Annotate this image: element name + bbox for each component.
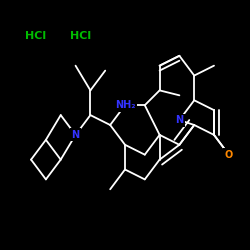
Text: N: N	[175, 115, 184, 125]
Text: HCl: HCl	[70, 31, 91, 41]
Text: NH₂: NH₂	[115, 100, 135, 110]
Text: HCl: HCl	[26, 31, 46, 41]
Text: N: N	[72, 130, 80, 140]
Text: O: O	[225, 150, 233, 160]
